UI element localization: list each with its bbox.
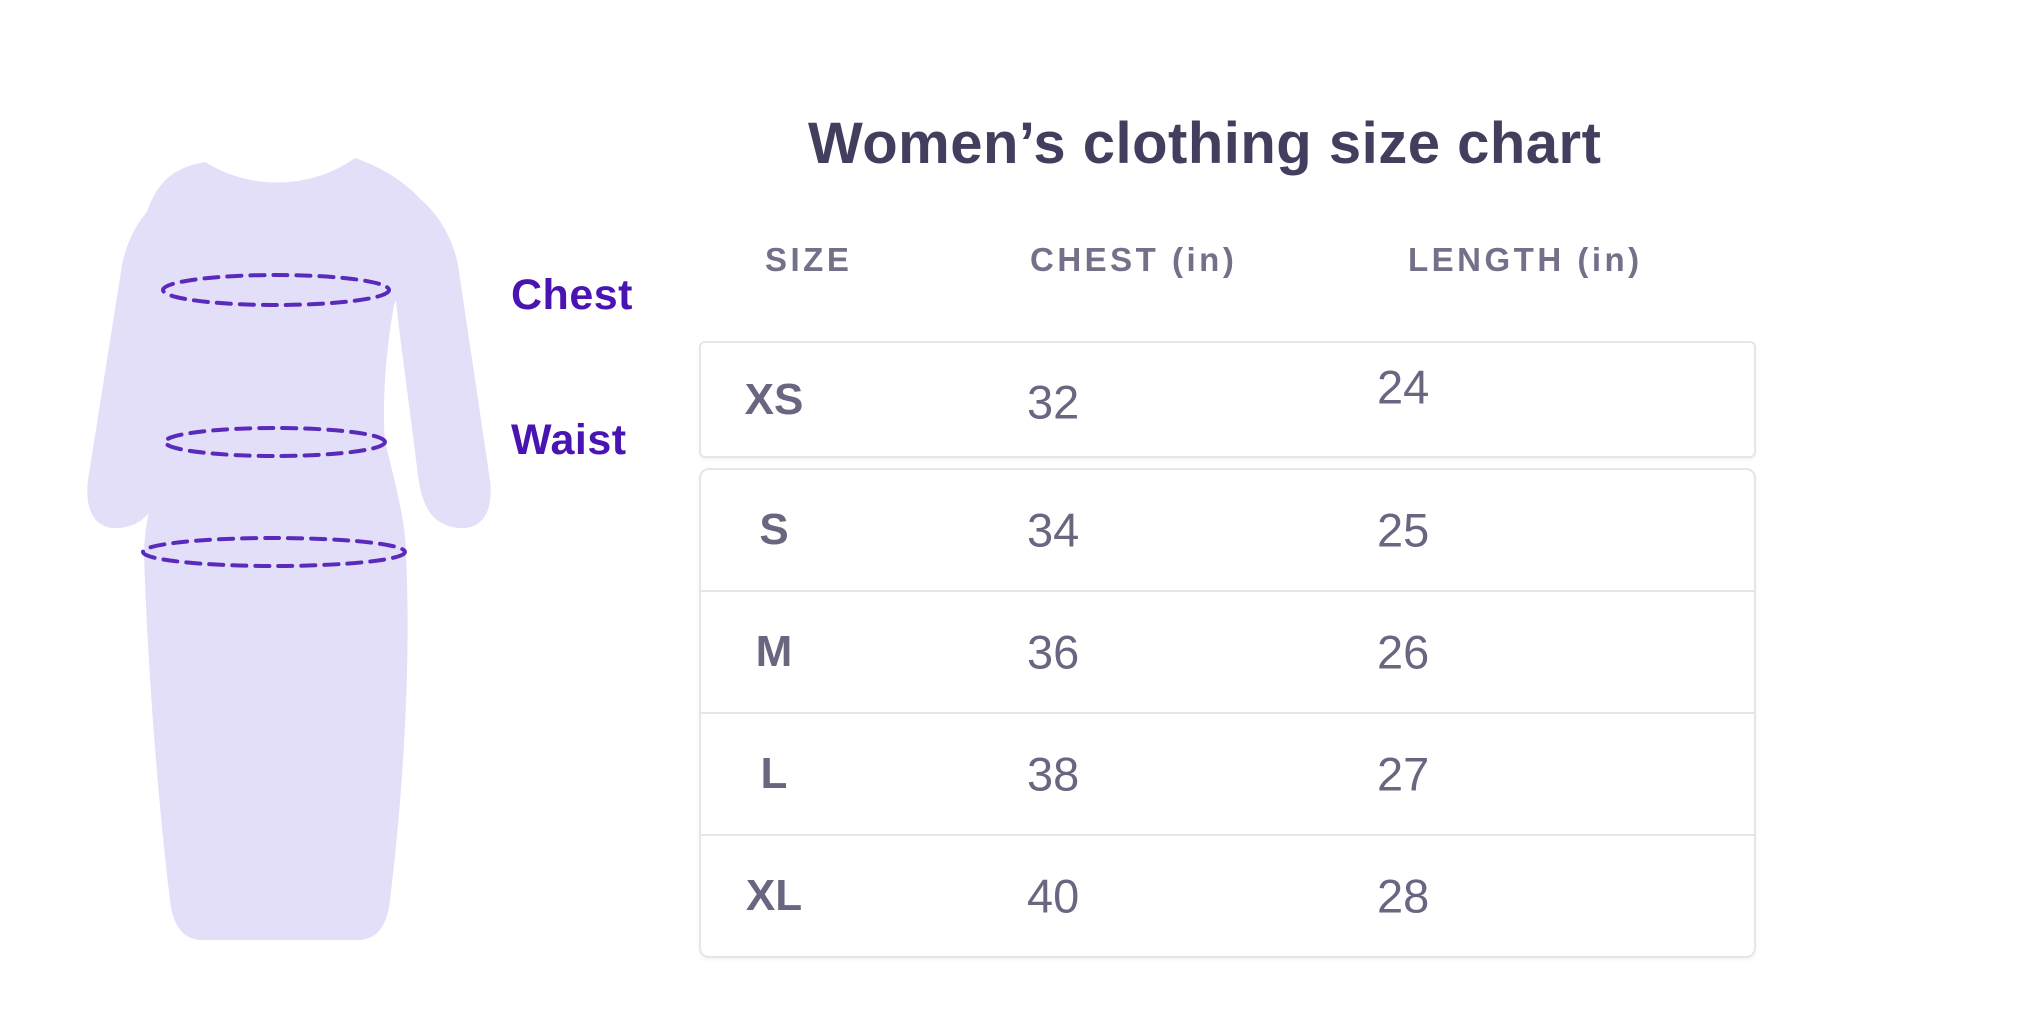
waist-measure-ellipse bbox=[163, 426, 387, 458]
waist-measure-label: Waist bbox=[511, 416, 627, 464]
page-title: Women’s clothing size chart bbox=[808, 111, 1602, 176]
chest-cell: 38 bbox=[1027, 747, 1080, 801]
column-header-size: SIZE bbox=[765, 241, 853, 278]
length-cell: 26 bbox=[1377, 625, 1430, 679]
chest-cell: 40 bbox=[1027, 869, 1080, 923]
table-row: L 38 27 bbox=[701, 712, 1754, 834]
length-cell: 24 bbox=[1377, 360, 1430, 413]
chest-measure-ellipse bbox=[161, 273, 391, 307]
column-header-length: LENGTH (in) bbox=[1408, 241, 1643, 278]
table-row: S 34 25 bbox=[701, 470, 1754, 590]
hip-measure-ellipse bbox=[141, 536, 407, 568]
dress-body bbox=[138, 158, 441, 940]
size-cell: XL bbox=[745, 871, 803, 920]
chest-measure-label: Chest bbox=[511, 271, 633, 319]
size-cell: S bbox=[759, 505, 789, 554]
chest-cell: 34 bbox=[1027, 503, 1080, 557]
column-header-chest: CHEST (in) bbox=[1030, 241, 1238, 278]
dress-illustration bbox=[87, 158, 491, 940]
length-cell: 27 bbox=[1377, 747, 1430, 801]
size-cell: XS bbox=[744, 374, 804, 424]
table-row: XL 40 28 bbox=[701, 834, 1754, 956]
length-cell: 28 bbox=[1377, 869, 1430, 923]
size-cell: L bbox=[760, 749, 788, 798]
chest-cell: 36 bbox=[1027, 625, 1080, 679]
length-cell: 25 bbox=[1377, 503, 1430, 557]
table-box-xs: XS 32 24 bbox=[699, 341, 1756, 458]
table-row: XS 32 24 bbox=[701, 343, 1754, 456]
table-row: M 36 26 bbox=[701, 590, 1754, 712]
chest-cell: 32 bbox=[1027, 375, 1080, 428]
table-box-main: S 34 25 M 36 26 L 38 27 XL 40 28 bbox=[699, 468, 1756, 958]
size-cell: M bbox=[755, 627, 793, 676]
